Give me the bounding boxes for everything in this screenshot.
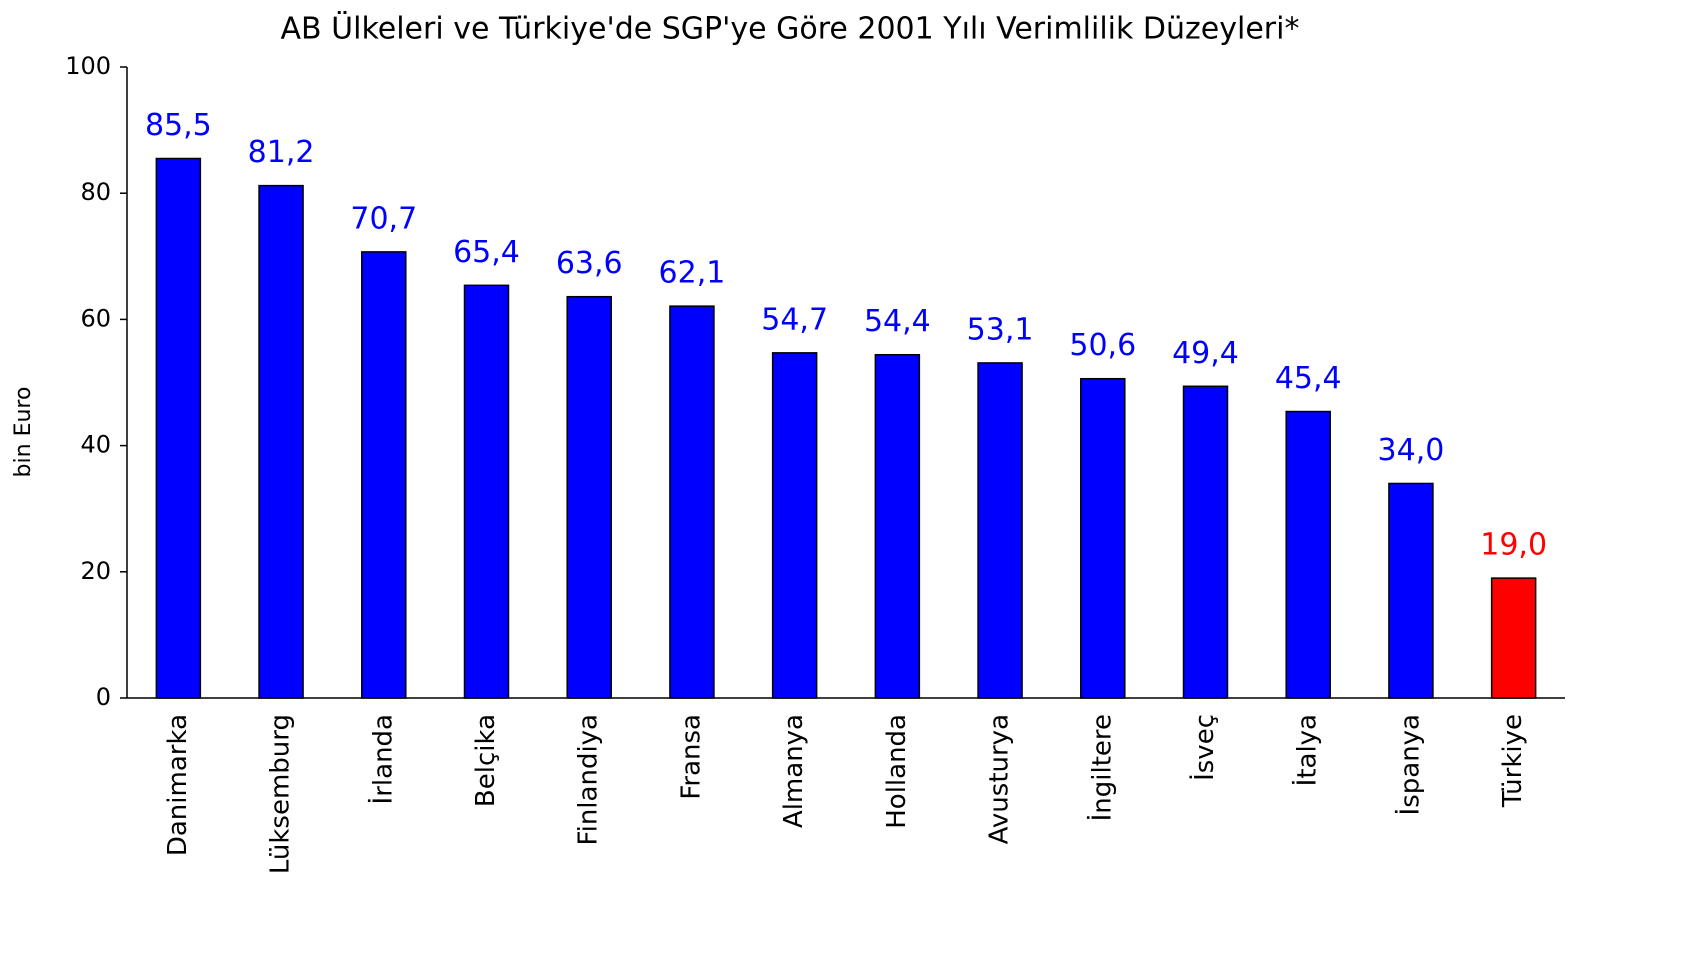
y-tick-label: 80 <box>80 178 111 206</box>
bar <box>1285 410 1331 699</box>
x-tick-label: İspanya <box>1393 714 1425 815</box>
value-label: 70,7 <box>350 201 417 236</box>
y-tick-label: 40 <box>80 431 111 459</box>
chart-title: AB Ülkeleri ve Türkiye'de SGP'ye Göre 20… <box>281 11 1300 47</box>
x-tick-label: İrlanda <box>366 714 398 804</box>
bar <box>361 251 407 699</box>
y-tick-label: 100 <box>65 52 111 80</box>
bar <box>874 353 921 699</box>
bar <box>1182 385 1229 699</box>
x-tick-label: Lüksemburg <box>266 714 296 874</box>
value-label: 85,5 <box>145 108 212 143</box>
value-label: 65,4 <box>453 235 520 270</box>
bar <box>1080 377 1126 699</box>
x-tick-label: İngiltere <box>1085 714 1117 821</box>
x-tick-label: İtalya <box>1291 714 1323 786</box>
value-label: 63,6 <box>556 246 623 281</box>
x-tick-label: Türkiye <box>1498 714 1528 808</box>
value-label: 54,4 <box>864 304 931 339</box>
bar <box>258 184 304 699</box>
value-label: 34,0 <box>1378 433 1445 468</box>
value-label: 49,4 <box>1172 336 1239 371</box>
value-label: 53,1 <box>967 312 1034 347</box>
x-tick-label: İsveç <box>1188 714 1220 781</box>
bar <box>771 352 818 699</box>
value-label: 62,1 <box>659 256 726 291</box>
x-tick-label: Almanya <box>779 714 809 828</box>
value-label: 81,2 <box>248 135 315 170</box>
x-tick-label: Finlandiya <box>574 714 604 845</box>
x-tick-label: Danimarka <box>163 714 193 856</box>
bar <box>566 295 612 699</box>
value-label: 45,4 <box>1275 361 1342 396</box>
bar <box>1490 577 1537 699</box>
bar <box>669 305 715 699</box>
value-label: 50,6 <box>1069 328 1136 363</box>
bar <box>977 362 1023 699</box>
bar <box>1388 482 1434 699</box>
x-tick-label: Avusturya <box>985 714 1015 844</box>
value-label: 54,7 <box>761 302 828 337</box>
y-axis-label: bin Euro <box>11 387 36 478</box>
y-tick-label: 20 <box>80 557 111 585</box>
x-tick-label: Hollanda <box>882 714 912 829</box>
y-tick-label: 0 <box>96 683 111 711</box>
value-label: 19,0 <box>1480 528 1547 563</box>
y-tick-label: 60 <box>80 304 111 332</box>
bar <box>463 284 510 699</box>
bar <box>155 157 202 699</box>
x-tick-label: Fransa <box>676 714 706 800</box>
x-tick-label: Belçika <box>471 714 501 807</box>
